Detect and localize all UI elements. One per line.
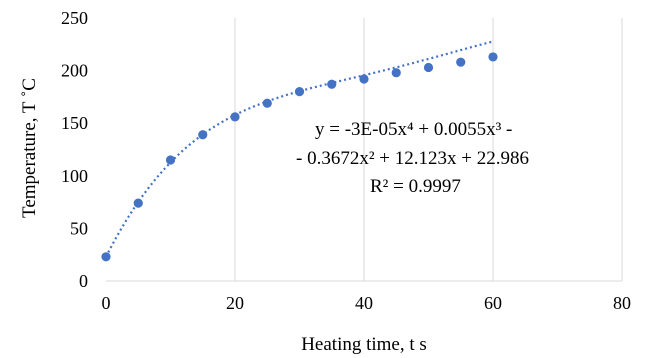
- axis-ticks: 0 20 40 60 80 0 50 100 150 200 250: [61, 8, 631, 313]
- x-tick-label: 0: [102, 293, 111, 313]
- y-tick-label: 50: [70, 218, 88, 238]
- data-point: [359, 74, 369, 84]
- data-point: [327, 79, 337, 89]
- data-point: [101, 252, 111, 262]
- chart-gridlines: [234, 18, 623, 281]
- data-points: [101, 52, 498, 262]
- x-tick-label: 60: [484, 293, 502, 313]
- data-point: [456, 57, 466, 67]
- x-tick-label: 20: [226, 293, 244, 313]
- data-point: [165, 155, 176, 165]
- data-point: [230, 112, 240, 122]
- trendline-equation-line2: - 0.3672x² + 12.123x + 22.986: [296, 148, 529, 169]
- y-tick-label: 150: [61, 113, 88, 133]
- x-tick-label: 40: [355, 293, 373, 313]
- x-axis-title: Heating time, t s: [301, 334, 427, 355]
- trendline-equation-line1: y = -3E-05x⁴ + 0.0055x³ -: [315, 119, 512, 140]
- y-tick-label: 200: [61, 61, 88, 81]
- data-point: [198, 130, 208, 140]
- data-point: [391, 68, 401, 78]
- data-point: [423, 62, 434, 73]
- y-tick-label: 100: [61, 166, 88, 186]
- x-tick-label: 80: [613, 293, 631, 313]
- data-point: [262, 98, 272, 108]
- data-point: [294, 87, 305, 97]
- data-point: [133, 198, 143, 208]
- y-tick-label: 0: [79, 271, 88, 291]
- y-axis-title: Temperature, T ˚C: [19, 78, 40, 218]
- y-tick-label: 250: [61, 8, 88, 28]
- data-point: [488, 52, 498, 62]
- trendline-r-squared: R² = 0.9997: [370, 176, 461, 197]
